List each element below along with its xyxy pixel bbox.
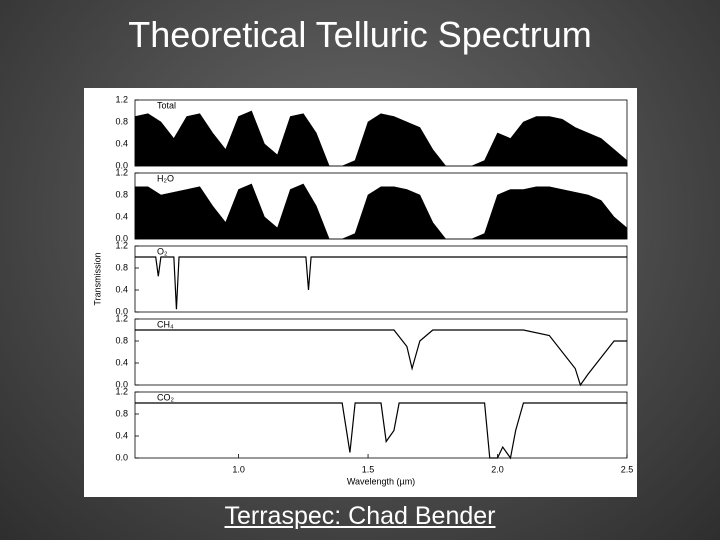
x-tick-label: 2.0	[491, 464, 504, 474]
slide-title: Theoretical Telluric Spectrum	[128, 14, 592, 55]
caption-link[interactable]: Terraspec: Chad Bender	[224, 502, 496, 530]
y-tick-label: 0.4	[115, 430, 128, 440]
figure: 0.0 0.4 0.8 1.2 Total 0.0 0.4 0.8 1.2 H₂O 0.0 0.4 0.…	[84, 88, 637, 497]
y-tick-label: 1.2	[115, 240, 128, 250]
y-tick-label: 0.8	[115, 408, 128, 418]
y-tick-label: 0.0	[115, 160, 128, 170]
spectrum-line	[135, 256, 627, 310]
x-tick-label: 1.0	[232, 464, 245, 474]
y-tick-label: 0.0	[115, 379, 128, 389]
plot-frame	[134, 318, 628, 386]
spectrum-area	[134, 110, 628, 167]
x-tick-label: 1.5	[362, 464, 375, 474]
panel-label: O₂	[157, 246, 168, 256]
x-axis-label: Wavelength (µm)	[347, 476, 415, 486]
panel-label: Total	[157, 100, 176, 110]
y-tick-label: 1.2	[115, 94, 128, 104]
y-tick-label: 0.4	[115, 138, 128, 148]
y-tick-label: 0.0	[115, 452, 128, 462]
y-tick-label: 1.2	[115, 386, 128, 396]
panel-label: H₂O	[157, 173, 174, 183]
spectrum-line	[135, 402, 627, 460]
spectrum-area	[134, 183, 628, 240]
x-tick-label: 2.5	[621, 464, 634, 474]
y-tick-label: 0.0	[115, 233, 128, 243]
y-tick-label: 0.4	[115, 284, 128, 294]
y-tick-label: 0.8	[115, 262, 128, 272]
y-tick-label: 0.4	[115, 211, 128, 221]
y-tick-label: 0.4	[115, 357, 128, 367]
plot-frame	[134, 391, 628, 459]
y-tick-label: 1.2	[115, 167, 128, 177]
y-tick-label: 0.8	[115, 189, 128, 199]
y-axis-label: Transmission	[92, 252, 102, 305]
y-tick-label: 0.8	[115, 335, 128, 345]
spectrum-line	[135, 329, 627, 387]
y-tick-label: 0.8	[115, 116, 128, 126]
panel-label: CH₄	[157, 319, 174, 329]
y-tick-label: 1.2	[115, 313, 128, 323]
plot-frame	[134, 245, 628, 313]
y-tick-label: 0.0	[115, 306, 128, 316]
panel-label: CO₂	[157, 392, 175, 402]
chart: 0.0 0.4 0.8 1.2 Total 0.0 0.4 0.8 1.2 H₂O 0.0 0.4 0.…	[92, 94, 634, 486]
